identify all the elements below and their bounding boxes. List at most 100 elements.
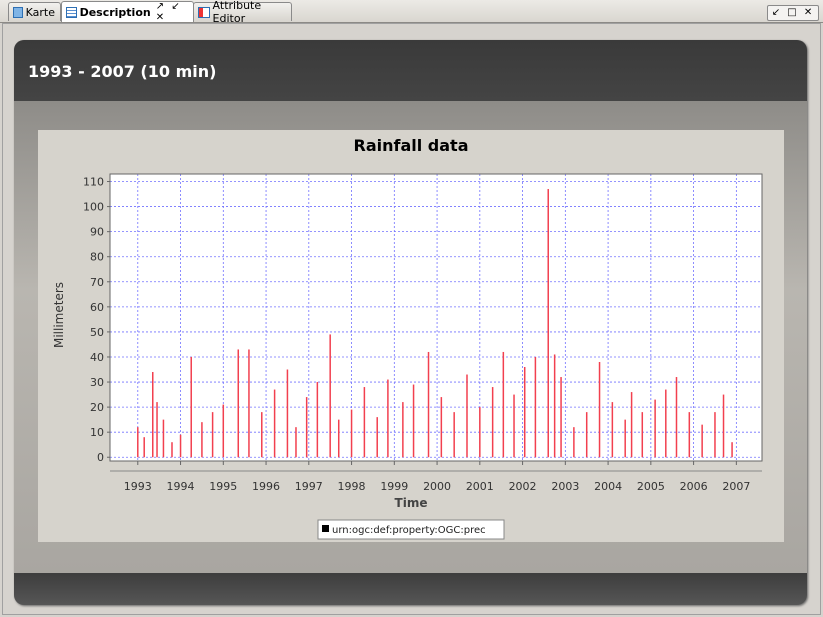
chart-title: Rainfall data [354,136,469,155]
rainfall-bar [273,389,276,458]
rainfall-bar [453,412,455,458]
tab-label: Karte [25,5,55,19]
chart-bars [137,189,733,458]
chart-grid [109,173,763,462]
rainfall-bar [286,369,289,458]
chart-axes: 0 10 20 30 40 50 60 70 80 90 100 110 1993 1994 1995 199… [83,173,763,493]
plot-border [109,173,763,462]
description-icon [66,6,77,18]
tab-label: Description [79,5,151,19]
rainfall-bar [714,412,716,458]
rainfall-bar [137,427,139,458]
y-tick-label: 0 [97,451,104,464]
x-tick-label: 1993 [124,480,152,493]
rainfall-bar [701,424,703,458]
x-tick-label: 2005 [637,480,665,493]
rainfall-bar [688,412,691,458]
x-tick-label: 2004 [594,480,622,493]
legend-swatch [322,525,329,532]
x-tick-label: 2000 [423,480,451,493]
rainfall-bar [387,379,389,458]
rainfall-bar [248,349,250,458]
rainfall-bar [553,354,556,458]
y-tick-label: 10 [90,426,104,439]
legend-box [317,519,505,540]
rainfall-bar [560,377,562,458]
rainfall-bar [731,442,733,458]
y-tick-label: 90 [90,226,104,239]
y-tick-label: 100 [83,201,104,214]
y-tick-label: 30 [90,376,104,389]
rainfall-bar [350,409,353,458]
x-tick-label: 1996 [252,480,280,493]
rainfall-chart: 0 10 20 30 40 50 60 70 80 90 100 110 1993 1994 1995 199… [52,136,763,540]
rainfall-bar [611,402,614,458]
rainfall-bar [479,407,481,458]
x-tick-label: 1995 [209,480,237,493]
rainfall-bar [412,384,415,458]
rainfall-bar [152,372,154,458]
x-tick-label: 1999 [380,480,408,493]
x-axis-label: Time [395,496,428,510]
x-tick-label: 2006 [680,480,708,493]
rainfall-bar [630,392,633,458]
rainfall-bar [237,349,240,458]
rainfall-bar [222,404,225,458]
rainfall-bar [305,397,308,458]
x-tick-label: 2007 [722,480,750,493]
tab-controls[interactable]: ↗ ↙ ✕ [155,1,182,23]
rainfall-bar [156,402,158,458]
rainfall-bar [329,334,331,458]
y-tick-label: 110 [83,176,104,189]
rainfall-bar [261,412,263,458]
card-footer [14,573,807,605]
y-tick-label: 50 [90,326,104,339]
rainfall-bar [162,419,165,458]
tab-bar: Karte Description ↗ ↙ ✕ Attribute Editor… [0,0,823,25]
rainfall-bar [491,387,494,458]
rainfall-bar [201,422,203,458]
rainfall-bar [523,367,526,458]
tab-label: Attribute Editor [212,0,262,25]
y-tick-label: 80 [90,251,104,264]
plot-background [109,173,763,462]
rainfall-bar [337,419,340,458]
rainfall-bar [190,356,192,458]
y-tick-label: 70 [90,276,104,289]
rainfall-bar [466,374,468,458]
tab-attribute-editor[interactable]: Attribute Editor [193,0,292,25]
rainfall-bar [143,437,145,458]
rainfall-bar [402,402,404,458]
tab-description[interactable]: Description ↗ ↙ ✕ [61,1,194,23]
panel-title: 1993 - 2007 (10 min) [14,40,807,101]
rainfall-bar [211,412,214,458]
rainfall-bar [665,389,667,458]
tab-karte[interactable]: Karte [8,2,61,21]
legend-label: urn:ogc:def:property:OGC:prec [332,525,486,536]
rainfall-bar [427,351,430,458]
rainfall-bar [316,382,319,458]
x-tick-label: 2003 [551,480,579,493]
rainfall-bar [585,412,588,458]
attribute-editor-icon [198,6,210,18]
rainfall-bar [598,361,601,458]
rainfall-bar [641,412,644,458]
y-tick-label: 20 [90,401,104,414]
rainfall-bar [624,419,626,458]
chart-panel: 0 10 20 30 40 50 60 70 80 90 100 110 1993 1994 1995 199… [38,130,784,542]
window-controls[interactable]: ↙ □ ✕ [767,5,819,21]
x-tick-label: 1997 [295,480,323,493]
rainfall-bar [440,397,443,458]
rainfall-bar [502,351,505,458]
legend: urn:ogc:def:property:OGC:prec [317,519,505,540]
rainfall-bar [722,394,725,458]
rainfall-bar [171,442,173,458]
rainfall-bar [675,377,678,458]
map-icon [13,6,23,18]
rainfall-bar [376,417,378,458]
rainfall-bar [654,399,656,458]
x-tick-label: 1998 [338,480,366,493]
x-tick-label: 2001 [466,480,494,493]
rainfall-bar [179,434,182,458]
rainfall-bar [295,427,297,458]
